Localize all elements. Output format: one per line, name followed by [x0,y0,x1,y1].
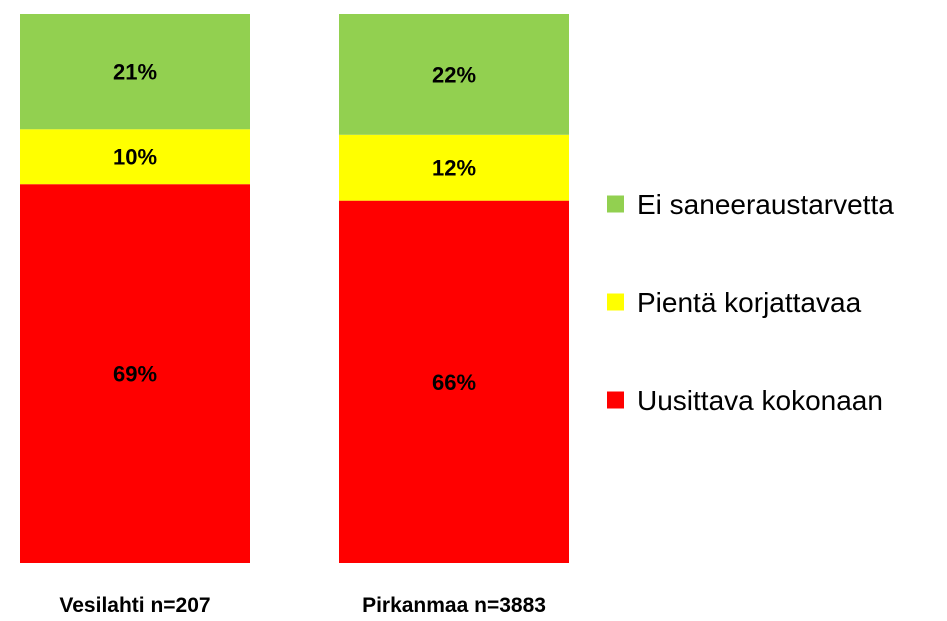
legend: Ei saneeraustarvetta Pientä korjattavaa Uu… [607,189,894,416]
category-label-pirkanmaa: Pirkanmaa n=3883 [362,594,546,617]
bar-pirkanmaa-uusittava-kokonaan [339,200,569,563]
category-label-vesilahti: Vesilahti n=207 [59,594,210,617]
bar-pirkanmaa-ei-saneeraustarvetta [339,14,569,135]
bar-vesilahti-pienta-korjattavaa-label: 10% [113,145,157,170]
legend-label-uusittava-kokonaan: Uusittava kokonaan [637,385,883,416]
bar-vesilahti-ei-saneeraustarvetta [20,14,250,130]
legend-label-pienta-korjattavaa: Pientä korjattavaa [637,287,862,318]
bar-vesilahti-uusittava-kokonaan [20,184,250,563]
legend-swatch-pienta-korjattavaa [607,293,624,311]
legend-label-ei-saneeraustarvetta: Ei saneeraustarvetta [637,189,894,220]
bar-pirkanmaa-uusittava-kokonaan-label: 66% [432,370,476,395]
legend-swatch-uusittava-kokonaan [607,391,624,409]
bar-vesilahti-ei-saneeraustarvetta-label: 21% [113,60,157,85]
bar-pirkanmaa-ei-saneeraustarvetta-label: 22% [432,62,476,87]
legend-swatch-ei-saneeraustarvetta [607,195,624,213]
category-labels: Vesilahti n=207 Pirkanmaa n=3883 [59,594,546,617]
bars-group: 69% 10% 21% 66% 12% 22% [20,14,569,563]
bar-vesilahti-pienta-korjattavaa [20,129,250,185]
bar-pirkanmaa-pienta-korjattavaa-label: 12% [432,156,476,181]
bar-pirkanmaa-pienta-korjattavaa [339,134,569,201]
bar-vesilahti-uusittava-kokonaan-label: 69% [113,362,157,387]
